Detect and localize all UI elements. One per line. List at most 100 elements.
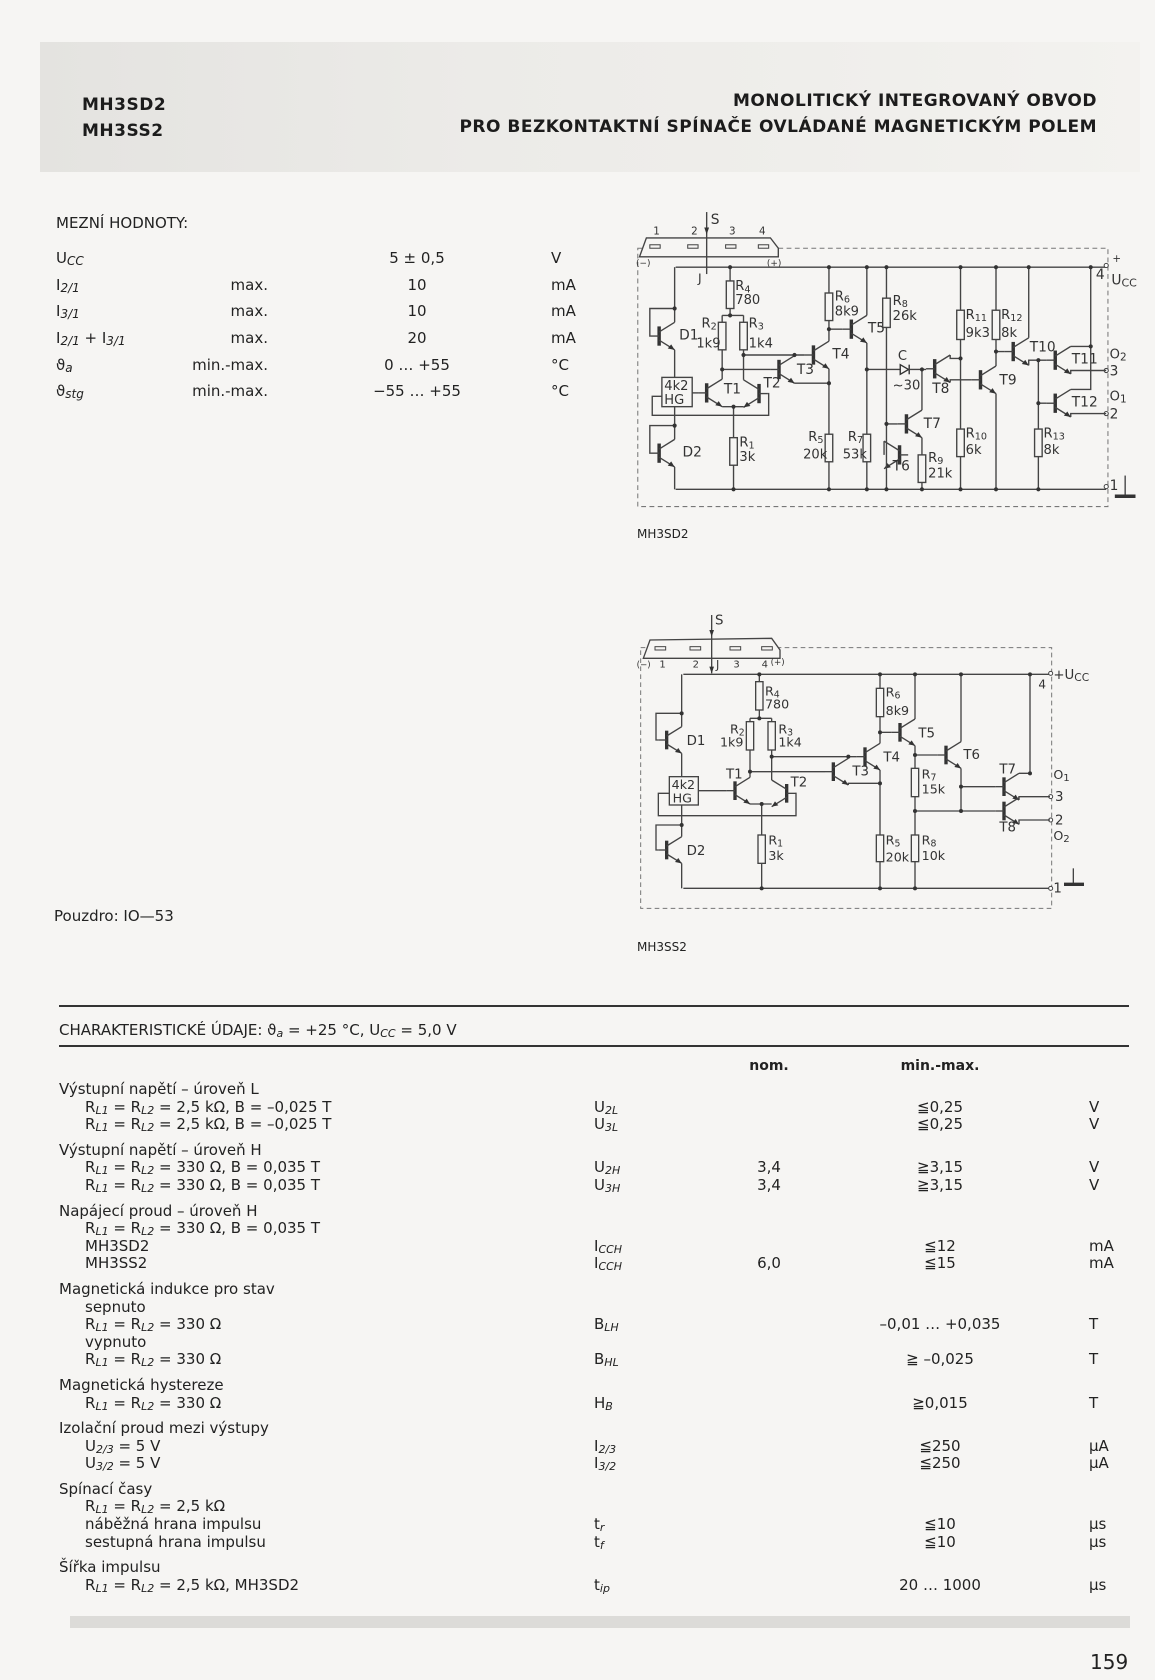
resistor-value: 8k9 xyxy=(886,703,909,718)
junction-dot xyxy=(826,327,832,332)
junction-dot xyxy=(919,487,925,492)
limit-unit: mA xyxy=(551,276,576,294)
junction-dot xyxy=(864,367,869,372)
sensor-arrow-icon xyxy=(709,666,714,674)
table-row: RL1 = RL2 = 330 Ω, B = 0,035 T U2H 3,4 ≧3,1… xyxy=(59,1159,1129,1177)
junction-dot xyxy=(748,769,752,774)
condition: RL1 = RL2 = 330 Ω, B = 0,035 T xyxy=(85,1219,321,1239)
table-row: U3/2 = 5 V I3/2 ≦250 μA xyxy=(59,1455,1129,1473)
resistor-label: R6 xyxy=(835,290,850,306)
junction-dot xyxy=(728,265,733,270)
transistor-emitter-arrow xyxy=(743,798,750,804)
sensor-label: J xyxy=(697,271,702,286)
resistor-value: 6k xyxy=(966,443,982,458)
page-number: 159 xyxy=(1090,1650,1129,1674)
junction-dot xyxy=(846,754,851,759)
output-o2-label: O2 xyxy=(1110,347,1127,363)
terminal xyxy=(1048,885,1054,891)
minus-label: (−) xyxy=(637,661,651,671)
condition: MH3SD2 xyxy=(85,1236,150,1255)
symbol: tip xyxy=(594,1575,610,1595)
resistor-value: 10k xyxy=(922,848,946,863)
resistor-value: 1k9 xyxy=(696,336,720,351)
condition: RL1 = RL2 = 330 Ω, B = 0,035 T xyxy=(85,1175,321,1195)
resistor-label: R3 xyxy=(749,316,764,332)
symbol: U2H xyxy=(594,1158,621,1178)
wire xyxy=(655,824,682,851)
wire xyxy=(949,355,961,360)
unit: T xyxy=(1089,1315,1099,1334)
resistor-label: R9 xyxy=(928,451,943,467)
sensor-label: J xyxy=(715,657,719,671)
wire xyxy=(649,424,675,454)
wire xyxy=(1012,337,1030,349)
characteristic-group: Výstupní napětí – úroveň H RL1 = RL2 = 33… xyxy=(59,1141,1129,1195)
wire xyxy=(1054,345,1072,357)
minmax-value: ≦15 xyxy=(924,1254,956,1273)
resistor-label: R10 xyxy=(966,427,987,443)
minus-label: (−) xyxy=(636,259,650,269)
transistor-emitter-arrow xyxy=(771,801,779,807)
wire xyxy=(658,438,675,450)
symbol: ICCH xyxy=(594,1236,623,1256)
resistor-value: 15k xyxy=(922,781,946,796)
field-arrow-icon xyxy=(704,227,710,235)
junction-dot xyxy=(672,423,677,428)
nominal-value: 3,4 xyxy=(757,1158,781,1177)
resistor-symbol xyxy=(910,834,920,863)
minmax-value: –0,01 … +0,035 xyxy=(879,1315,1001,1334)
transistor-emitter-arrow xyxy=(675,858,682,864)
minmax-value: ≧3,15 xyxy=(917,1158,963,1177)
junction-dot xyxy=(958,487,963,492)
transistor-label: D2 xyxy=(683,445,702,461)
symbol: U3H xyxy=(594,1175,621,1195)
characteristics-heading: CHARAKTERISTICKÉ ÚDAJE: ϑa = +25 °C, UCC… xyxy=(59,1021,457,1040)
nominal-value: 6,0 xyxy=(757,1254,781,1273)
characteristics-table: Výstupní napětí – úroveň L RL1 = RL2 = 2,… xyxy=(59,1080,1129,1602)
junction-dot xyxy=(959,784,963,789)
condition: vypnuto xyxy=(85,1332,147,1351)
symbol: HB xyxy=(594,1393,613,1413)
minmax-value: ≦10 xyxy=(924,1515,956,1534)
resistor-symbol xyxy=(956,309,965,341)
wire xyxy=(899,718,916,729)
field-arrow-icon xyxy=(709,630,714,637)
table-row: vypnuto xyxy=(59,1332,1129,1352)
unit: μs xyxy=(1089,1532,1107,1551)
junction-dot xyxy=(864,487,869,492)
characteristic-title-row: Magnetická hystereze xyxy=(59,1376,1129,1395)
plus-label: (+) xyxy=(767,259,781,269)
limit-value: 10 xyxy=(407,276,427,294)
junction-dot xyxy=(1036,358,1041,363)
terminal xyxy=(1103,262,1109,269)
wire xyxy=(832,757,849,769)
output-pin-label: 2 xyxy=(1055,813,1063,828)
transistor-emitter-arrow xyxy=(675,748,682,754)
package-outline xyxy=(637,247,1109,508)
wire xyxy=(734,776,751,788)
transistor-label: T10 xyxy=(1029,340,1056,356)
junction-dot xyxy=(826,381,832,386)
limit-value: −55 … +55 xyxy=(373,382,461,400)
resistor-symbol xyxy=(725,280,735,310)
resistor-symbol xyxy=(875,687,885,718)
resistor-value: 3k xyxy=(768,848,784,863)
resistor-symbol xyxy=(745,720,755,751)
junction-dot xyxy=(1088,344,1093,349)
junction-dot xyxy=(878,672,882,677)
condition: RL1 = RL2 = 2,5 kΩ, B = –0,025 T xyxy=(85,1097,332,1117)
condition: U2/3 = 5 V xyxy=(85,1436,161,1456)
junction-dot xyxy=(958,356,963,361)
pin-number: 4 xyxy=(759,225,766,237)
table-row: MH3SD2 ICCH ≦12 mA xyxy=(59,1236,1129,1256)
schematic-caption-mh3sd2: MH3SD2 xyxy=(637,527,689,541)
resistor-value: 8k9 xyxy=(835,304,859,319)
junction-dot xyxy=(826,265,832,270)
resistor-label: R5 xyxy=(886,832,901,849)
resistor-value: 26k xyxy=(893,309,918,324)
transistor-label: T6 xyxy=(892,458,910,474)
transistor-emitter-arrow xyxy=(915,432,922,438)
transistor-label: T2 xyxy=(763,376,781,392)
condition: RL1 = RL2 = 330 Ω, B = 0,035 T xyxy=(85,1158,321,1178)
limit-qualifier: min.-max. xyxy=(192,382,268,400)
